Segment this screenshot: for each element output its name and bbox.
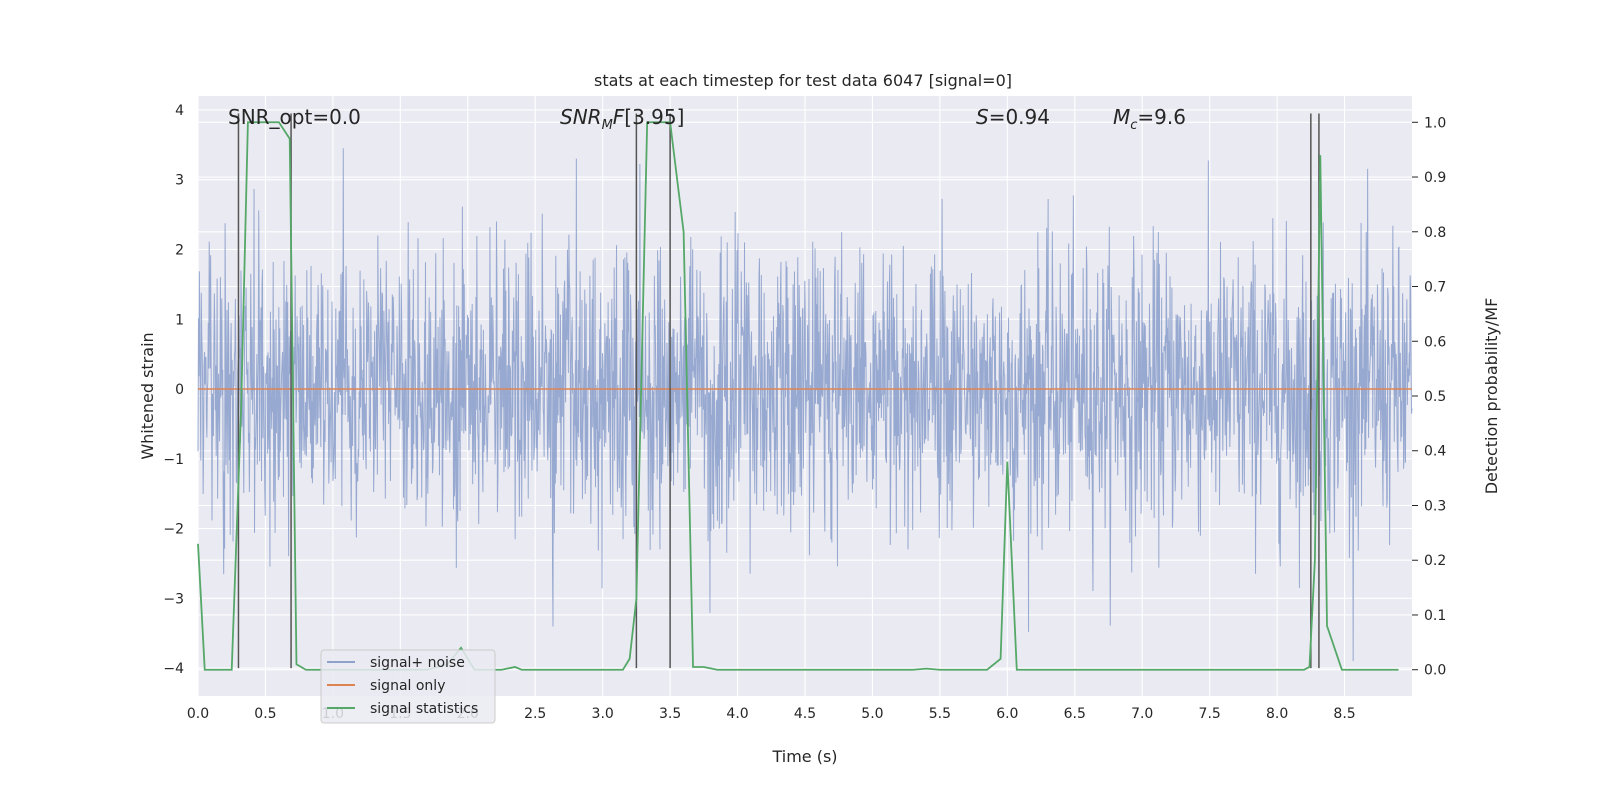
y2-tick-label: 0.2 xyxy=(1424,553,1446,569)
x-tick-label: 5.0 xyxy=(861,706,883,722)
x-tick-label: 8.0 xyxy=(1266,706,1288,722)
y-tick-label: 3 xyxy=(175,173,184,189)
annotation-snr-opt: SNR_opt=0.0 xyxy=(228,105,361,129)
x-tick-label: 3.0 xyxy=(592,706,614,722)
noise-line xyxy=(197,148,1413,662)
x-tick-label: 2.5 xyxy=(524,706,546,722)
legend-box xyxy=(320,649,496,724)
x-tick-label: 6.5 xyxy=(1064,706,1086,722)
y2-tick-label: 0.3 xyxy=(1424,498,1446,514)
x-tick-label: 0.0 xyxy=(187,706,209,722)
y2-axis-label: Detection probability/MF xyxy=(1482,298,1501,495)
y2-tick-label: 0.0 xyxy=(1424,663,1446,679)
x-axis-label: Time (s) xyxy=(771,747,837,766)
legend: signal+ noise signal only signal statist… xyxy=(320,649,496,724)
y2-tick-label: 0.1 xyxy=(1424,608,1446,624)
y-tick-label: −4 xyxy=(163,661,184,677)
annotation-mc-value: =9.6 xyxy=(1137,105,1186,129)
x-tick-label: 4.5 xyxy=(794,706,816,722)
x-tick-label: 8.5 xyxy=(1333,706,1355,722)
annotation-snr-mf: SNRMF[3.95] xyxy=(560,105,684,133)
legend-label-noise: signal+ noise xyxy=(370,655,465,671)
x-tick-label: 6.0 xyxy=(996,706,1018,722)
annotation-s-value: =0.94 xyxy=(989,105,1050,129)
x-tick-label: 0.5 xyxy=(254,706,276,722)
y2-tick-label: 0.6 xyxy=(1424,334,1446,350)
y-tick-label: 2 xyxy=(175,242,184,258)
y-tick-label: −1 xyxy=(163,452,184,468)
legend-label-stats: signal statistics xyxy=(370,701,478,717)
legend-label-signal: signal only xyxy=(370,678,445,694)
y2-tick-label: 0.8 xyxy=(1424,225,1446,241)
y-axis-right: 0.0 0.1 0.2 0.3 0.4 0.5 0.6 0.7 0.8 0.9 1.0 xyxy=(1412,115,1446,679)
x-tick-label: 4.0 xyxy=(726,706,748,722)
y-tick-label: 0 xyxy=(175,382,184,398)
annotation-snr-mf-value: [3.95] xyxy=(624,105,684,129)
annotation-mc: Mc=9.6 xyxy=(1113,105,1186,133)
x-tick-label: 7.0 xyxy=(1131,706,1153,722)
y2-tick-label: 1.0 xyxy=(1424,115,1446,131)
y2-tick-label: 0.4 xyxy=(1424,444,1446,460)
annotation-s: S=0.94 xyxy=(976,105,1050,129)
x-tick-label: 3.5 xyxy=(659,706,681,722)
y-tick-label: −2 xyxy=(163,522,184,538)
y-axis-left: −4 −3 −2 −1 0 1 2 3 4 xyxy=(163,103,184,677)
y-tick-label: 1 xyxy=(175,312,184,328)
y2-tick-label: 0.5 xyxy=(1424,389,1446,405)
plot-area xyxy=(197,96,1413,696)
signal-statistics-series xyxy=(197,121,1399,671)
y2-tick-label: 0.9 xyxy=(1424,170,1446,186)
y-tick-label: 4 xyxy=(175,103,184,119)
signal-noise-series xyxy=(197,148,1413,662)
y-tick-label: −3 xyxy=(163,591,184,607)
statistics-line xyxy=(197,121,1399,671)
y2-tick-label: 0.7 xyxy=(1424,280,1446,296)
x-tick-label: 7.5 xyxy=(1199,706,1221,722)
chart-title: stats at each timestep for test data 604… xyxy=(594,71,1012,90)
x-tick-label: 5.5 xyxy=(929,706,951,722)
y-axis-label: Whitened strain xyxy=(138,332,157,459)
